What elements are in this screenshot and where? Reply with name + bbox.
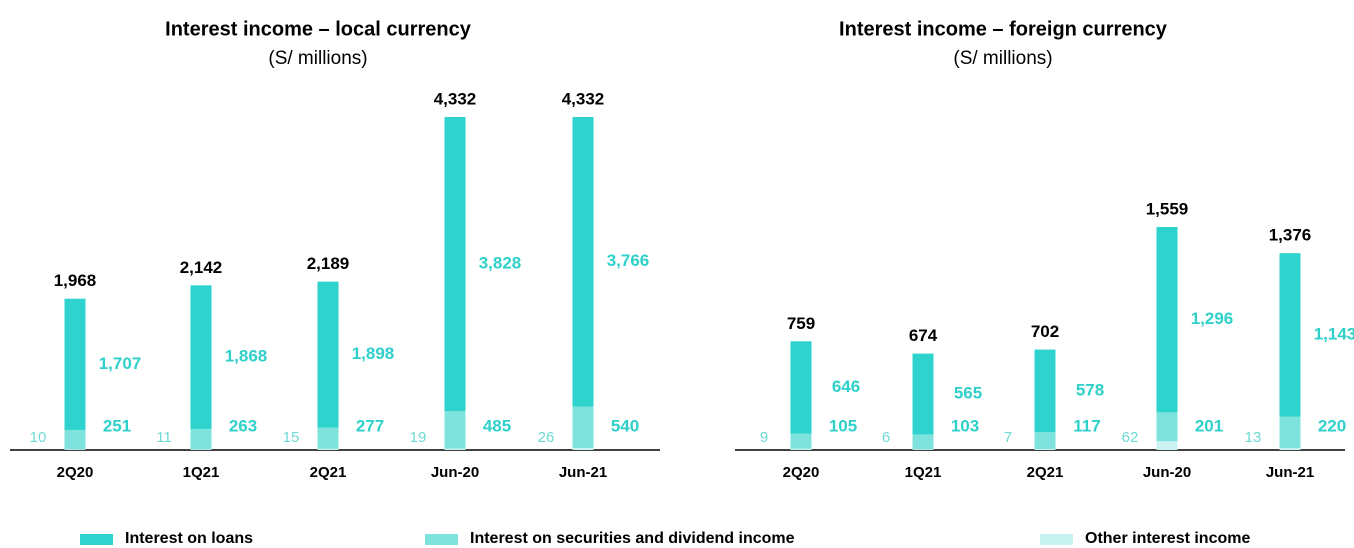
legend-swatch [1040,534,1073,545]
value-label: 1,707 [99,354,142,373]
x-tick-label: 2Q21 [310,464,347,481]
bar-segment [1279,448,1301,450]
x-tick-label: 2Q20 [783,464,820,481]
bar-segment [1156,412,1178,442]
bar-segment [190,428,212,450]
x-tick-label: Jun-20 [431,464,479,481]
x-tick-label: Jun-20 [1143,464,1191,481]
legend-label: Interest on loans [125,530,253,547]
bar-segment [1034,448,1056,450]
value-label: 1,143 [1314,324,1354,343]
total-label: 1,968 [54,271,97,290]
bar-segment [912,353,934,435]
bar-segment [190,285,212,429]
bar-segment [572,406,594,449]
value-label: 6 [882,429,890,446]
legend-label: Interest on securities and dividend inco… [470,530,795,547]
bar-segment [317,427,339,449]
x-tick-label: 1Q21 [905,464,942,481]
value-label: 9 [760,429,768,446]
value-label: 201 [1195,416,1223,435]
value-label: 15 [283,429,300,446]
legend-label: Other interest income [1085,530,1250,547]
bar-segment [1279,416,1301,449]
chart-subtitle: (S/ millions) [268,48,367,69]
bar-segment [444,411,466,449]
bar-segment [190,449,212,450]
bar-segment [1156,227,1178,413]
value-label: 103 [951,416,979,435]
total-label: 4,332 [562,89,605,108]
value-label: 1,868 [225,347,268,366]
bar-segment [790,448,812,450]
total-label: 1,559 [1146,199,1189,218]
x-tick-label: Jun-21 [559,464,607,481]
value-label: 62 [1122,429,1139,446]
value-label: 3,766 [607,251,650,270]
total-label: 759 [787,314,815,333]
value-label: 1,898 [352,344,395,363]
value-label: 565 [954,383,982,402]
value-label: 13 [1245,429,1262,446]
legend-swatch [80,534,113,545]
x-tick-label: 1Q21 [183,464,220,481]
total-label: 2,142 [180,258,223,277]
bar-segment [317,281,339,428]
bar-segment [317,448,339,450]
value-label: 19 [410,429,427,446]
total-label: 1,376 [1269,226,1312,245]
bar-segment [790,341,812,434]
chart-title: Interest income – local currency [165,18,472,40]
bar-segment [572,448,594,450]
value-label: 251 [103,416,131,435]
x-tick-label: Jun-21 [1266,464,1314,481]
total-label: 702 [1031,322,1059,341]
bar-segment [1279,253,1301,417]
bar-segment [790,433,812,449]
bar-segment [572,117,594,407]
value-label: 117 [1073,416,1100,435]
value-label: 485 [483,416,511,435]
bar-segment [1034,432,1056,449]
value-label: 10 [30,429,47,446]
chart-title: Interest income – foreign currency [839,18,1168,40]
bar-segment [1156,441,1178,450]
total-label: 674 [909,326,938,345]
total-label: 4,332 [434,89,477,108]
bar-segment [912,434,934,450]
value-label: 578 [1076,380,1104,399]
x-tick-label: 2Q21 [1027,464,1064,481]
legend-swatch [425,534,458,545]
bar-segment [912,449,934,450]
value-label: 11 [156,429,172,446]
total-label: 2,189 [307,254,350,273]
value-label: 646 [832,377,860,396]
value-label: 105 [829,416,857,435]
value-label: 263 [229,416,257,435]
bar-segment [444,117,466,412]
value-label: 26 [538,429,555,446]
bar-segment [64,429,86,450]
chart-subtitle: (S/ millions) [953,48,1052,69]
value-label: 277 [356,416,384,435]
value-label: 540 [611,416,639,435]
bar-segment [1034,349,1056,433]
bar-segment [444,448,466,450]
value-label: 220 [1318,416,1346,435]
x-tick-label: 2Q20 [57,464,94,481]
bar-segment [64,298,86,430]
value-label: 7 [1004,429,1012,446]
value-label: 1,296 [1191,309,1234,328]
value-label: 3,828 [479,254,522,273]
bar-segment [64,449,86,450]
